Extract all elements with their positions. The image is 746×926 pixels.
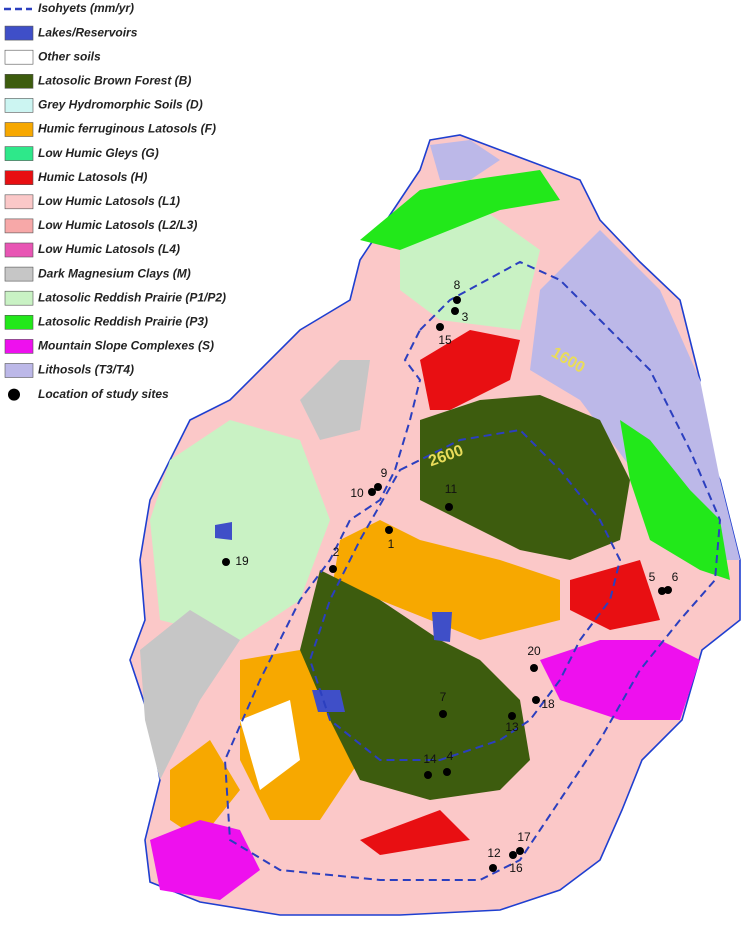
site-label: 1 [388, 537, 395, 551]
site-dot [222, 558, 230, 566]
legend-swatch [4, 74, 34, 89]
site-label: 3 [462, 310, 469, 324]
site-dot [509, 851, 517, 859]
legend-swatch [4, 49, 34, 65]
legend-swatch [4, 122, 34, 137]
site-dot [385, 526, 393, 534]
lake [312, 690, 345, 712]
other-soils [240, 700, 300, 790]
legend-label: Grey Hydromorphic Soils (D) [38, 98, 203, 112]
legend-label: Latosolic Brown Forest (B) [38, 73, 191, 87]
site-dot [658, 587, 666, 595]
legend-swatch [4, 290, 34, 306]
site-dot [424, 771, 432, 779]
mountain-slope [540, 640, 700, 720]
island [129, 134, 741, 916]
site-label: 18 [541, 697, 555, 711]
site-label: 20 [527, 644, 541, 658]
site-label: 10 [350, 486, 364, 500]
site-dot [368, 488, 376, 496]
legend-swatch [4, 266, 34, 282]
site-label: 9 [381, 466, 388, 480]
site-label: 7 [440, 690, 447, 704]
legend-label: Low Humic Gleys (G) [38, 146, 159, 160]
legend-swatch [4, 314, 34, 330]
study-sites: 1 2 3 4 5 6 7 8 9 10 11 12 13 14 15 16 1… [222, 278, 679, 875]
humic-latosol-s [360, 810, 470, 855]
p3-east [620, 420, 730, 580]
prairie-p1p2 [150, 420, 330, 640]
site-dot [664, 586, 672, 594]
lithosols [530, 230, 740, 560]
legend-label: Low Humic Latosols (L1) [38, 194, 180, 208]
legend-swatch [4, 25, 34, 41]
site-dot [439, 710, 447, 718]
lithosols-n [430, 140, 500, 180]
site-label: 14 [423, 752, 437, 766]
site-label: 19 [235, 554, 249, 568]
site-dot [445, 503, 453, 511]
magnesium [300, 360, 370, 440]
legend-swatch [4, 242, 34, 258]
ferruginous-w [170, 740, 240, 840]
legend-swatch [4, 146, 34, 161]
isohyet-1600 [223, 260, 722, 881]
site-dot [436, 323, 444, 331]
legend-swatch [4, 98, 34, 113]
magnesium-w [140, 610, 240, 780]
legend-label: Isohyets (mm/yr) [38, 1, 134, 15]
lake-2 [432, 612, 452, 642]
legend-label: Latosolic Reddish Prairie (P3) [38, 314, 208, 328]
legend-label: Lakes/Reservoirs [38, 25, 138, 39]
lake-3 [215, 522, 232, 540]
site-dot [374, 483, 382, 491]
site-label: 16 [509, 861, 523, 875]
site-dot [329, 565, 337, 573]
isohyet-2600 [308, 428, 622, 761]
legend-label: Other soils [38, 49, 101, 63]
site-dot [443, 768, 451, 776]
mountain-slope-sw [150, 820, 260, 900]
legend-swatch [4, 363, 34, 378]
legend-swatch [4, 194, 34, 210]
humic-latosol [420, 330, 520, 410]
legend-label: Low Humic Latosols (L2/L3) [38, 218, 197, 232]
site-label: 5 [649, 570, 656, 584]
legend-label: Mountain Slope Complexes (S) [38, 339, 214, 353]
site-dot [453, 296, 461, 304]
brown-forest [420, 395, 630, 560]
legend-swatch [4, 339, 34, 354]
site-dot [530, 664, 538, 672]
legend-swatch [4, 170, 34, 185]
site-label: 8 [454, 278, 461, 292]
humic-latosol-e [570, 560, 660, 630]
legend-dot [8, 388, 20, 401]
legend-label: Dark Magnesium Clays (M) [38, 266, 191, 280]
legend-label: Low Humic Latosols (L4) [38, 242, 180, 256]
site-dot [489, 864, 497, 872]
legend: Isohyets (mm/yr) Lakes/Reservoirs Other so… [4, 1, 226, 401]
site-label: 13 [505, 720, 519, 734]
legend-label: Location of study sites [38, 387, 169, 401]
site-dot [532, 696, 540, 704]
site-label: 11 [445, 482, 458, 496]
site-dot [508, 712, 516, 720]
p3-north [360, 170, 560, 250]
site-label: 17 [517, 830, 531, 844]
legend-label: Lithosols (T3/T4) [38, 363, 134, 377]
legend-label: Latosolic Reddish Prairie (P1/P2) [38, 290, 226, 304]
legend-swatch [4, 218, 34, 234]
site-label: 2 [333, 545, 340, 559]
site-dot [516, 847, 524, 855]
legend-label: Humic Latosols (H) [38, 170, 147, 184]
site-label: 12 [487, 846, 501, 860]
site-label: 6 [672, 570, 679, 584]
site-label: 15 [438, 333, 452, 347]
ferruginous [330, 520, 560, 640]
legend-label: Humic ferruginous Latosols (F) [38, 122, 216, 136]
site-dot [451, 307, 459, 315]
site-label: 4 [447, 749, 454, 763]
